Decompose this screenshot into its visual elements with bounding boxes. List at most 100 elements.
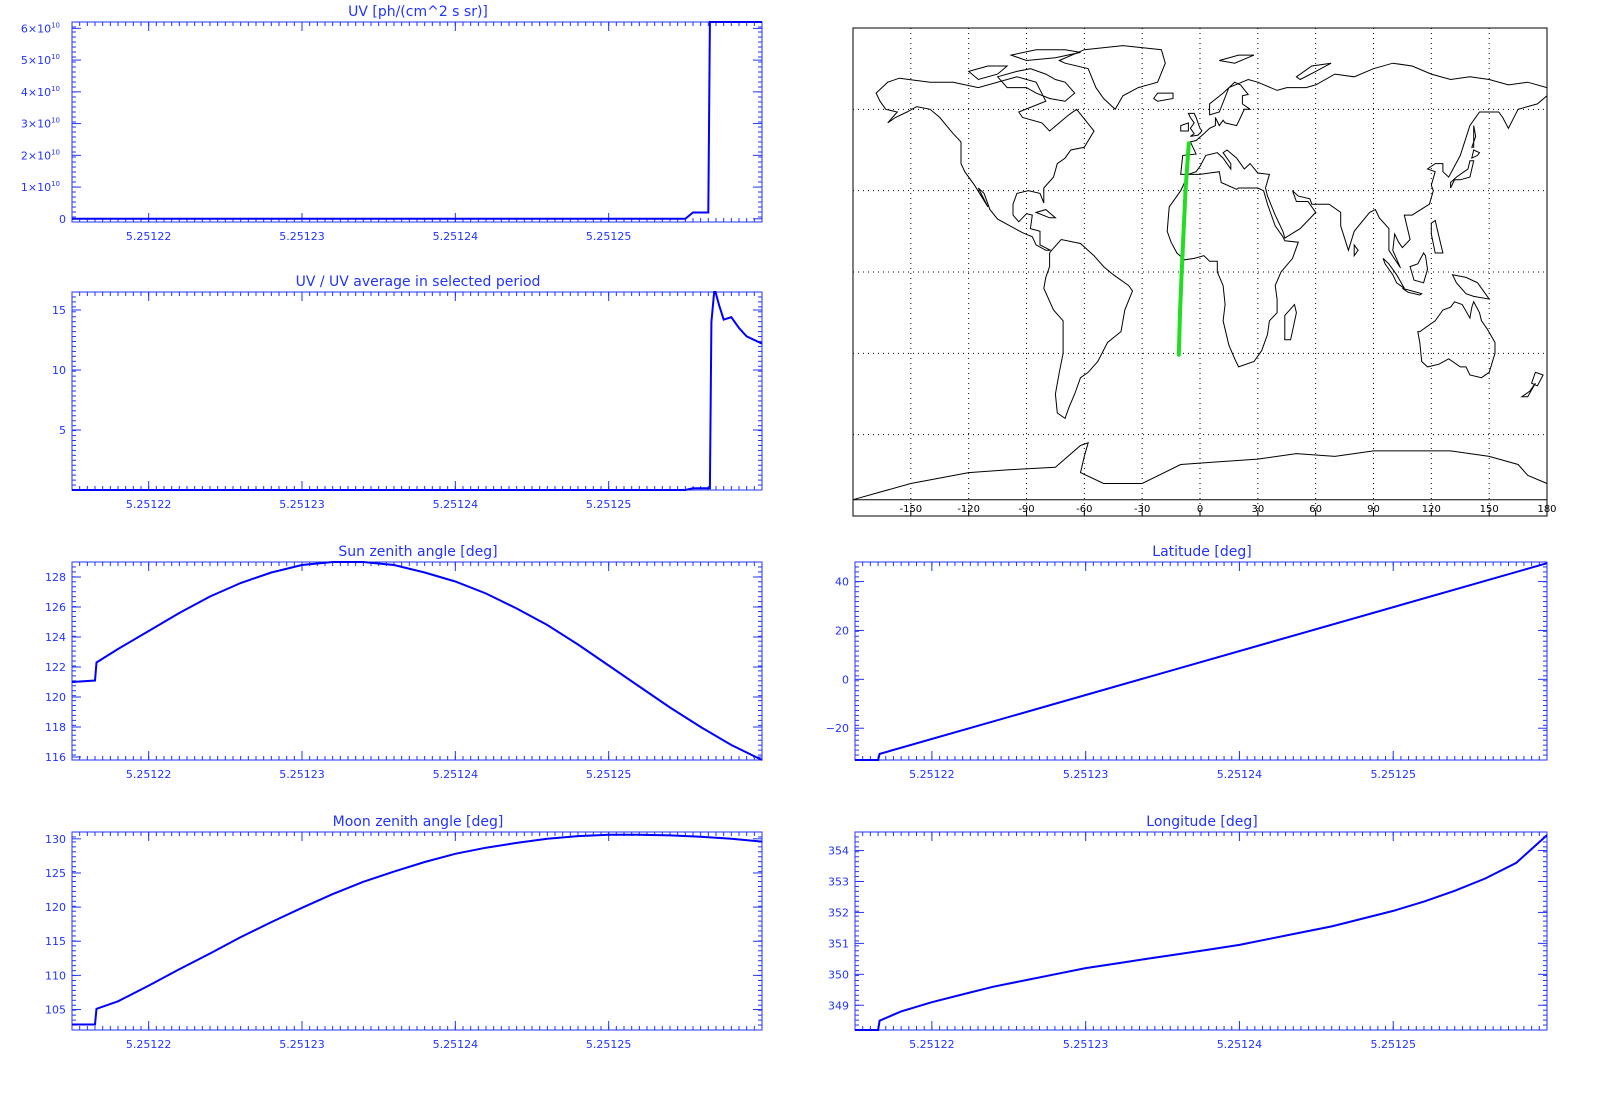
sun-zenith-chart: Sun zenith angle [deg] 5.25122 5.25123 5.2… [45, 544, 763, 781]
moon-ytick-label-text: 125 [45, 867, 66, 880]
sza-ytick-label: 122 [45, 661, 66, 674]
uv-ytick-label: 0 [59, 213, 66, 226]
uvratio-ytick-label: 15 [52, 304, 66, 317]
sza-plot: 5.25122 5.25123 5.25124 5.25125 116 118 120 122… [45, 561, 763, 781]
uv-ytick-label-text: 4×10 [21, 86, 51, 99]
map-xtick-label: 30 [1251, 504, 1264, 515]
uv-ytick-label-text: 2×10 [21, 149, 51, 162]
moon-series-line [72, 833, 762, 1026]
sza-ytick-label-text: 122 [45, 661, 66, 674]
uv-chart-title: UV [ph/(cm^2 s sr)] [348, 4, 488, 20]
lon-ytick-label-text: 351 [828, 937, 849, 950]
coastline-14 [1451, 274, 1491, 300]
coastline-9 [1450, 160, 1475, 189]
map-xtick-label: -150 [899, 504, 922, 515]
uv-series-line [72, 21, 762, 220]
map-xtick-label: -120 [957, 504, 980, 515]
coastline-25 [1295, 62, 1332, 81]
lon-ytick-label: 353 [828, 876, 849, 889]
lat-minor-ticks [854, 561, 1548, 761]
map-xtick-label: 180 [1537, 504, 1556, 515]
coastline-12 [1402, 287, 1423, 296]
uvratio-series-line [72, 291, 762, 491]
lon-ytick-label: 349 [828, 999, 849, 1012]
sza-minor-ticks [71, 561, 763, 761]
map-xtick-label: 120 [1422, 504, 1441, 515]
lat-ytick-label-text: 40 [835, 576, 849, 589]
moon-ytick-label-text: 120 [45, 901, 66, 914]
uv-chart: UV [ph/(cm^2 s sr)] 5.25122 5.25123 5.2512… [21, 4, 763, 243]
moon-ytick-label: 115 [45, 935, 66, 948]
coastline-2 [1043, 238, 1134, 420]
longitude-chart: Longitude [deg] 5.25122 5.25123 5.25124 5.2… [828, 814, 1548, 1051]
lon-plot: 5.25122 5.25123 5.25124 5.25125 349 350 351 352… [828, 831, 1548, 1051]
coastline-21 [1530, 371, 1544, 387]
sun-zenith-chart-title: Sun zenith angle [deg] [338, 544, 497, 560]
lon-xtick-label: 5.25122 [909, 1038, 955, 1051]
coastline-20 [1034, 209, 1057, 219]
uvratio-xtick-label: 5.25123 [279, 498, 325, 511]
moon-minor-ticks [71, 831, 763, 1031]
uv-ytick-exponent: 10 [51, 117, 60, 125]
lon-ytick-label: 350 [828, 968, 849, 981]
moon-ytick-label: 125 [45, 867, 66, 880]
coastline-26 [1219, 54, 1255, 64]
lon-axes-frame [854, 831, 1548, 1031]
coastline-22 [1520, 382, 1536, 398]
coastline-11 [1382, 258, 1405, 289]
moon-xtick-label: 5.25124 [433, 1038, 479, 1051]
sza-ytick-label: 116 [45, 751, 66, 764]
moon-zenith-chart: Moon zenith angle [deg] 5.25122 5.25123 5.… [45, 814, 763, 1051]
uvratio-ytick-label: 10 [52, 364, 66, 377]
map-graticule [853, 28, 1547, 516]
sza-xtick-label: 5.25125 [586, 768, 632, 781]
uv-ytick-label-text: 5×10 [21, 54, 51, 67]
uvratio-xtick-label: 5.25122 [126, 498, 172, 511]
lon-ytick-label-text: 353 [828, 876, 849, 889]
lat-ytick-label: 40 [835, 576, 849, 589]
sza-xtick-label: 5.25123 [279, 768, 325, 781]
lat-ytick-label: 0 [842, 673, 849, 686]
coastline-10 [1471, 149, 1481, 159]
lon-xtick-label: 5.25125 [1370, 1038, 1416, 1051]
sza-ytick-label: 118 [45, 721, 66, 734]
uvratio-xtick-label: 5.25124 [433, 498, 479, 511]
map-xtick-label: -60 [1076, 504, 1092, 515]
moon-ytick-label: 130 [45, 833, 66, 846]
coastline-27 [1471, 125, 1477, 148]
uv-ytick-exponent: 10 [51, 85, 60, 93]
moon-plot: 5.25122 5.25123 5.25124 5.25125 105 110 115 120… [45, 831, 763, 1051]
map-xtick-label: 150 [1480, 504, 1499, 515]
sza-xtick-label: 5.25122 [126, 768, 172, 781]
uvratio-ytick-label-text: 5 [59, 424, 66, 437]
coastline-3 [1180, 62, 1548, 269]
uv-ytick-label-text: 3×10 [21, 118, 51, 131]
lon-ytick-label: 352 [828, 906, 849, 919]
uv-ratio-chart: UV / UV average in selected period 5.251… [52, 274, 763, 511]
coastline-5 [1417, 300, 1496, 379]
uv-ytick-label: 3×1010 [21, 117, 60, 131]
lon-ytick-label-text: 349 [828, 999, 849, 1012]
uvratio-ytick-label-text: 15 [52, 304, 66, 317]
coastline-4 [1166, 171, 1299, 368]
moon-axes-frame [71, 831, 763, 1031]
map-xtick-label: -30 [1134, 504, 1150, 515]
lat-ytick-label: 20 [835, 624, 849, 637]
latitude-chart: Latitude [deg] 5.25122 5.25123 5.25124 5.25… [826, 544, 1548, 781]
lon-ytick-label-text: 354 [828, 845, 849, 858]
map-coastlines [852, 45, 1548, 501]
lon-ytick-label-text: 352 [828, 906, 849, 919]
lon-xtick-label: 5.25124 [1217, 1038, 1263, 1051]
uv-ytick-label: 2×1010 [21, 148, 60, 162]
uv-ytick-label: 1×1010 [21, 180, 60, 194]
uv-plot: 5.25122 5.25123 5.25124 5.2512501×10102×101… [21, 21, 763, 243]
coastline-18 [967, 65, 1009, 81]
coastline-24 [1353, 243, 1359, 258]
lat-ytick-label-text: 20 [835, 624, 849, 637]
uv-ytick-exponent: 10 [51, 53, 60, 61]
uv-ytick-exponent: 10 [51, 148, 60, 156]
moon-zenith-chart-title: Moon zenith angle [deg] [333, 814, 504, 830]
coastline-8 [1152, 92, 1174, 102]
uv-ytick-exponent: 10 [51, 21, 60, 29]
moon-ytick-label-text: 105 [45, 1004, 66, 1017]
